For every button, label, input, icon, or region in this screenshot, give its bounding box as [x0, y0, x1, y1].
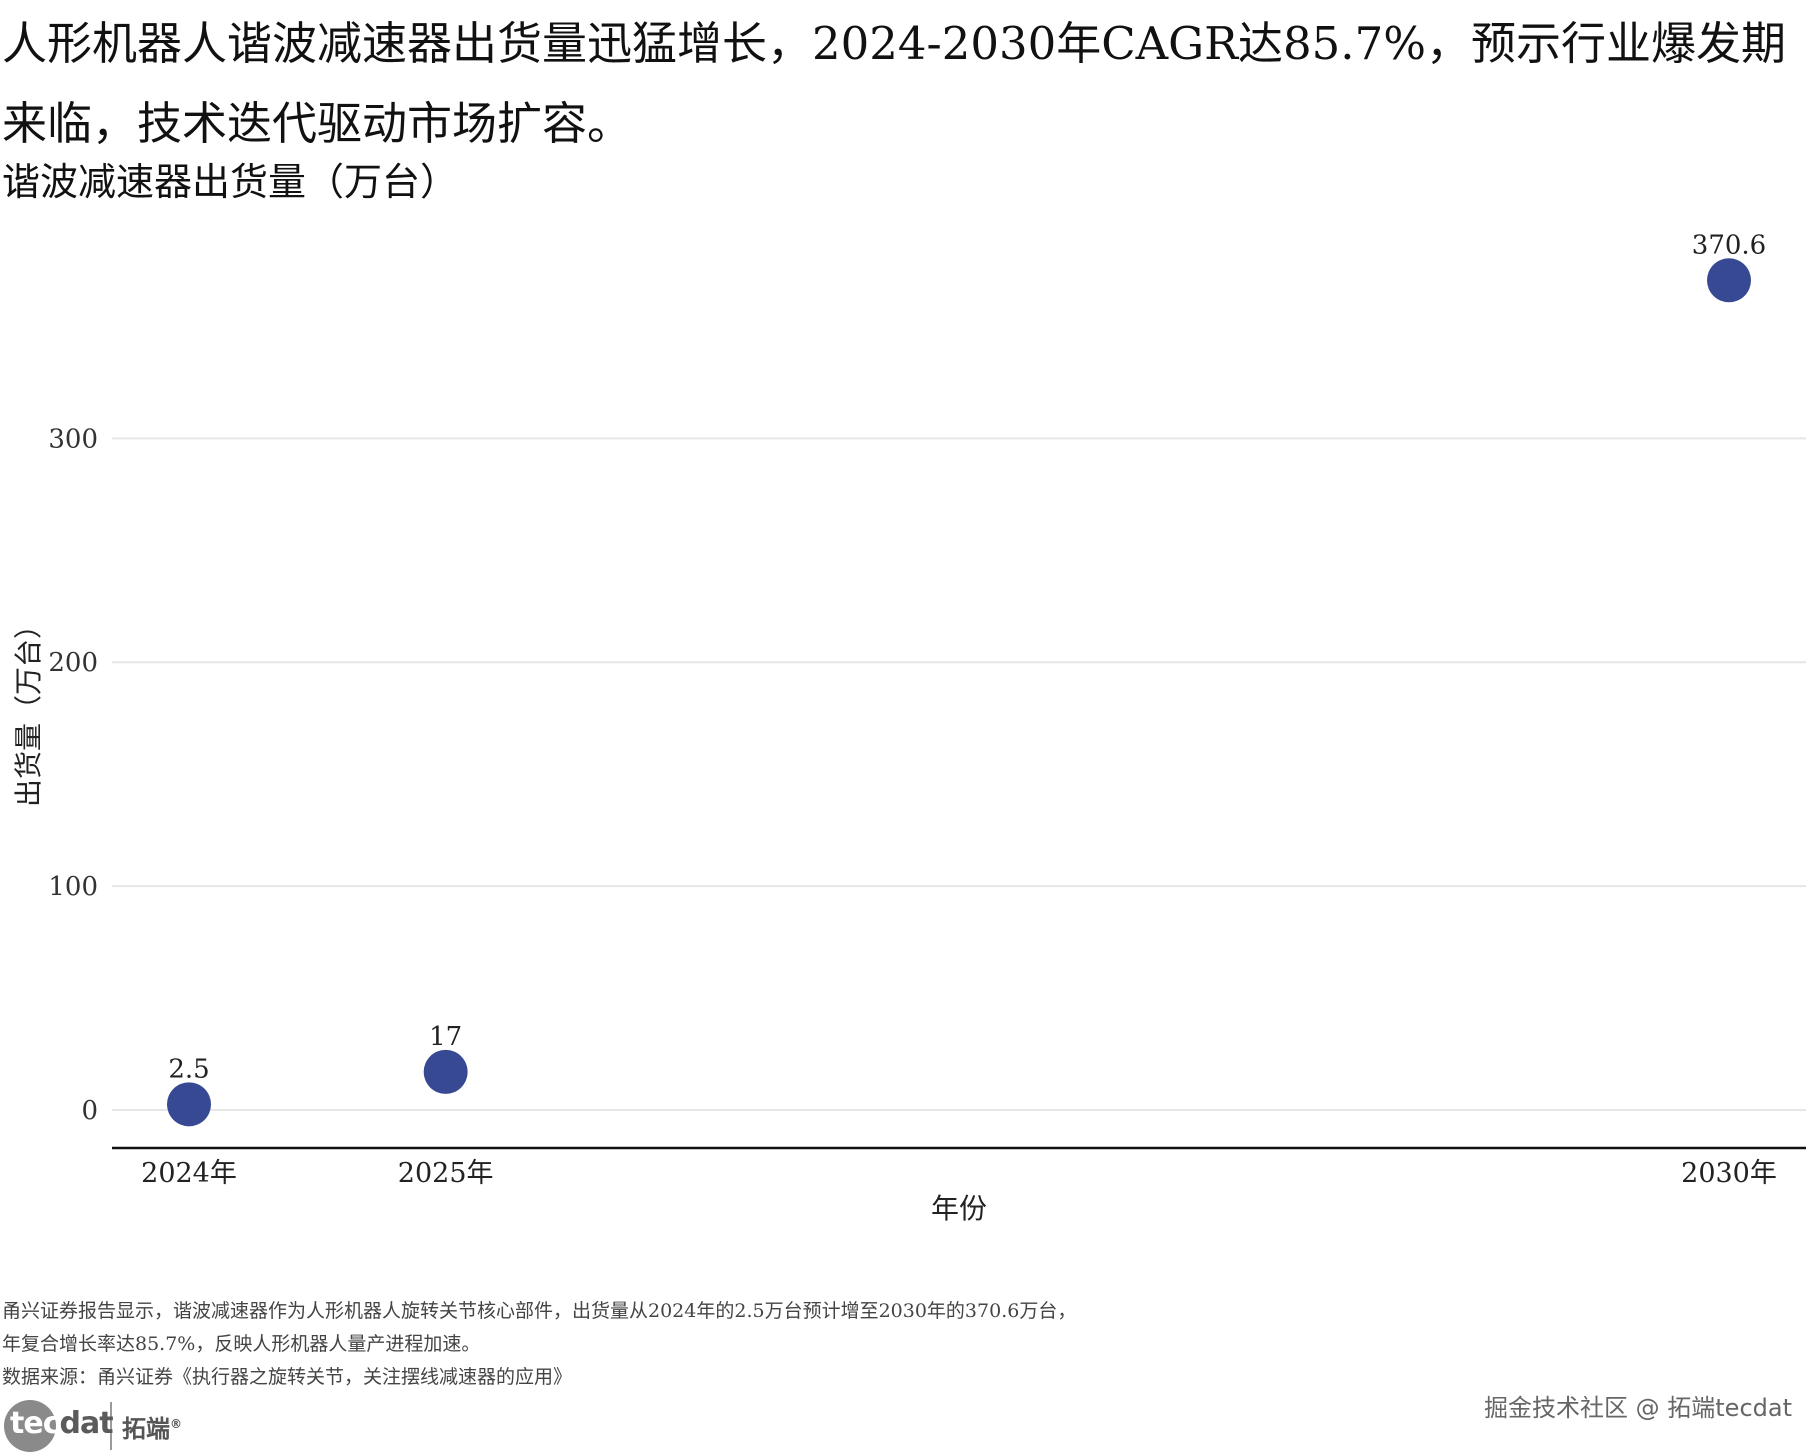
caption: 甬兴证券报告显示，谐波减速器作为人形机器人旋转关节核心部件，出货量从2024年的… — [2, 1295, 1076, 1394]
tecdat-logo: tecdat 拓端® — [4, 1398, 182, 1454]
logo-divider — [110, 1402, 112, 1450]
logo-cn: 拓端® — [122, 1414, 182, 1443]
data-point — [423, 1049, 468, 1094]
watermark: 掘金技术社区 @ 拓端tecdat — [1484, 1394, 1792, 1422]
data-point — [1707, 258, 1751, 303]
x-axis-title: 年份 — [931, 1192, 987, 1225]
logo-circle-icon — [4, 1400, 56, 1452]
x-tick-label: 2024年 — [141, 1158, 237, 1189]
data-label: 2.5 — [168, 1054, 209, 1084]
caption-line: 甬兴证券报告显示，谐波减速器作为人形机器人旋转关节核心部件，出货量从2024年的… — [2, 1300, 1077, 1322]
chart-subtitle: 谐波减速器出货量（万台） — [2, 160, 459, 204]
y-axis-title: 出货量（万台） — [12, 611, 45, 807]
x-tick-label: 2030年 — [1681, 1158, 1777, 1189]
caption-source: 数据来源：甬兴证券《执行器之旋转关节，关注摆线减速器的应用》 — [2, 1366, 573, 1388]
y-tick-label: 200 — [48, 648, 98, 678]
data-label: 17 — [429, 1022, 462, 1052]
y-tick-label: 300 — [48, 424, 98, 454]
x-tick-label: 2025年 — [398, 1158, 494, 1189]
caption-line: 年复合增长率达85.7%，反映人形机器人量产进程加速。 — [2, 1333, 481, 1355]
logo-mark: tecdat — [4, 1400, 114, 1452]
logo-wordmark: tecdat — [10, 1406, 114, 1441]
chart-title: 人形机器人谐波减速器出货量迅猛增长，2024-2030年CAGR达85.7%，预… — [2, 17, 1786, 150]
y-tick-label: 100 — [48, 872, 98, 902]
y-tick-label: 0 — [81, 1096, 98, 1126]
data-point — [167, 1082, 211, 1127]
data-label: 370.6 — [1692, 230, 1766, 260]
